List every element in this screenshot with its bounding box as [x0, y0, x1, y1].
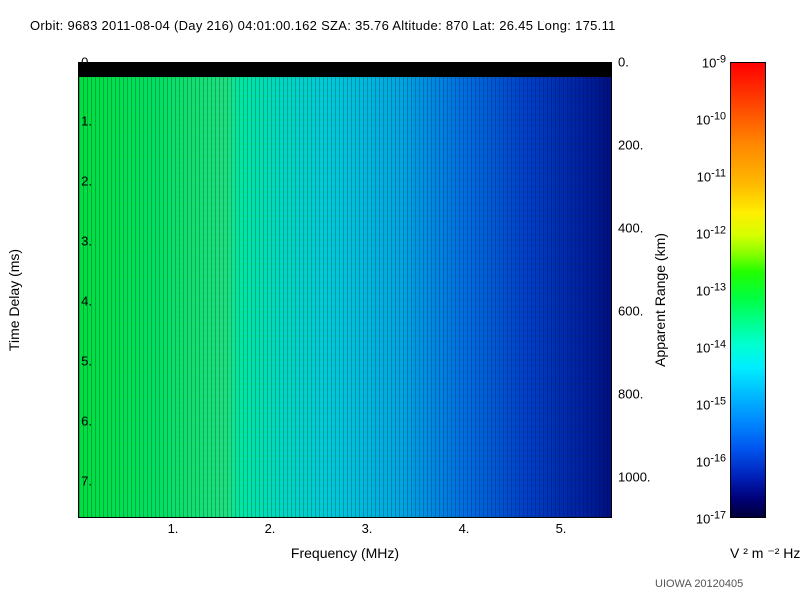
- ytick-4: 4.: [62, 294, 92, 309]
- y2-axis-label: Apparent Range (km): [652, 233, 668, 367]
- ytick-5: 5.: [62, 354, 92, 369]
- colorbar-gradient: [730, 62, 766, 518]
- cbar-tick-11: 10-11: [682, 167, 726, 184]
- spectrogram-page: Orbit: 9683 2011-08-04 (Day 216) 04:01:0…: [0, 0, 800, 600]
- cbar-tick-14: 10-14: [682, 338, 726, 355]
- y-axis-label: Time Delay (ms): [6, 249, 22, 351]
- colorbar-unit-label: V ² m ⁻² Hz ⁻¹: [730, 545, 800, 562]
- xtick-1: 1.: [168, 521, 179, 536]
- ytick-1: 1.: [62, 114, 92, 129]
- cbar-tick-15: 10-15: [682, 395, 726, 412]
- cbar-tick-17: 10-17: [682, 509, 726, 526]
- ytick-6: 6.: [62, 414, 92, 429]
- xtick-4: 4.: [459, 521, 470, 536]
- spectrogram-plot: [78, 62, 612, 518]
- ytick-2: 2.: [62, 174, 92, 189]
- cbar-tick-10: 10-10: [682, 110, 726, 127]
- cbar-tick-13: 10-13: [682, 281, 726, 298]
- cbar-tick-12: 10-12: [682, 224, 726, 241]
- ytick2-400: 400.: [618, 221, 643, 236]
- ytick2-1000: 1000.: [618, 470, 651, 485]
- ytick2-800: 800.: [618, 387, 643, 402]
- xtick-3: 3.: [362, 521, 373, 536]
- ytick2-0: 0.: [618, 55, 629, 70]
- cbar-tick-9: 10-9: [682, 53, 726, 70]
- cbar-tick-16: 10-16: [682, 452, 726, 469]
- ytick-7: 7.: [62, 474, 92, 489]
- spectrogram-noise-texture: [79, 63, 611, 517]
- colorbar-container: 10-9 10-10 10-11 10-12 10-13 10-14 10-15…: [730, 62, 766, 518]
- xtick-5: 5.: [556, 521, 567, 536]
- ytick-3: 3.: [62, 234, 92, 249]
- header-info: Orbit: 9683 2011-08-04 (Day 216) 04:01:0…: [30, 18, 616, 33]
- xtick-2: 2.: [265, 521, 276, 536]
- ytick2-600: 600.: [618, 304, 643, 319]
- ytick2-200: 200.: [618, 138, 643, 153]
- ytick-0: 0.: [62, 55, 92, 70]
- credit-label: UIOWA 20120405: [655, 578, 743, 590]
- x-axis-label: Frequency (MHz): [291, 545, 399, 561]
